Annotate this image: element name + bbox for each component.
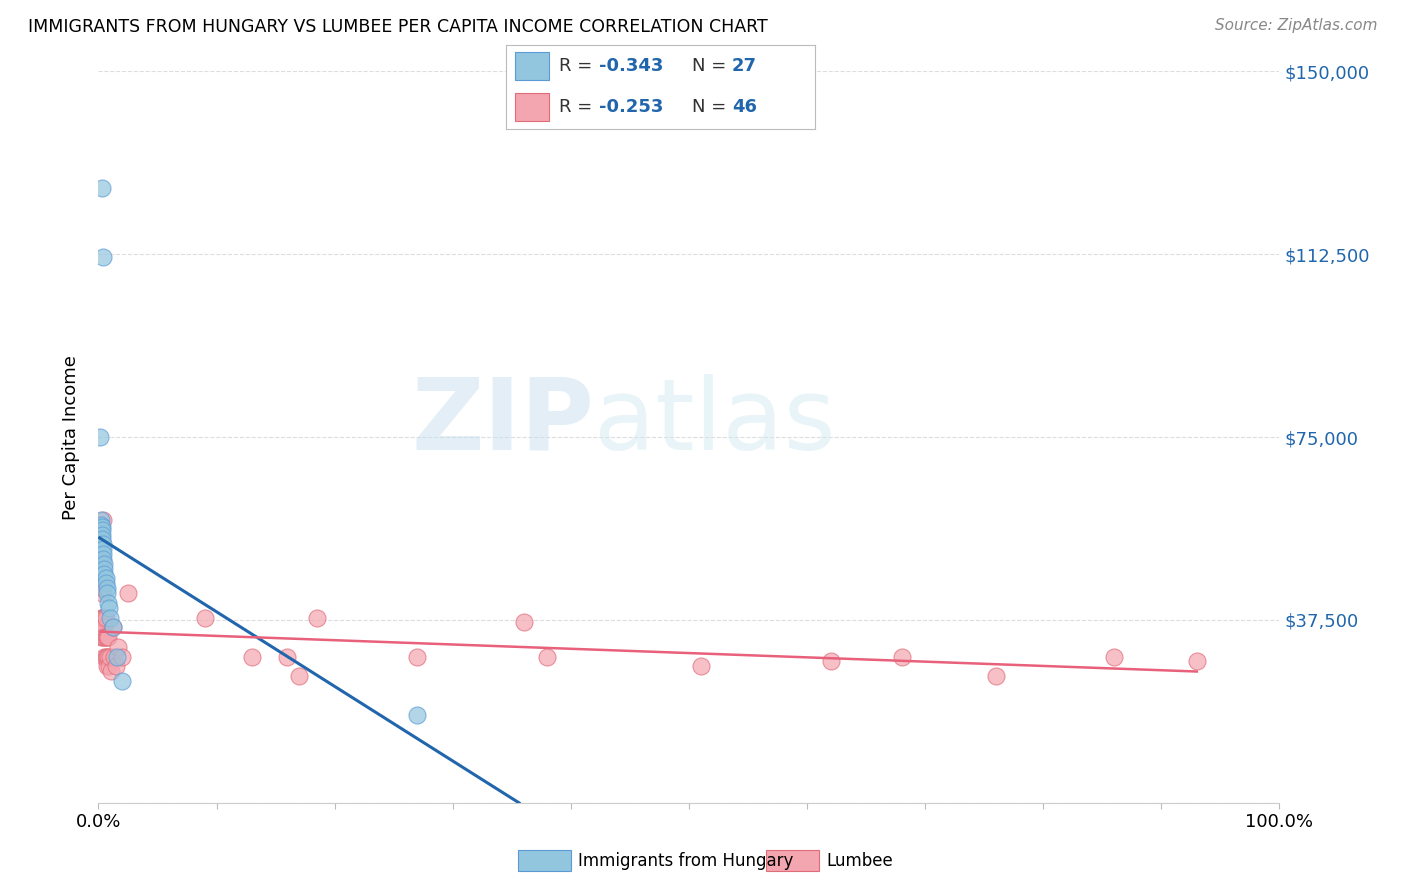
Point (91, 523, 114, 537)
Text: N =: N = (692, 98, 731, 116)
Point (91, 250, 114, 264)
Point (96, 649, 118, 664)
Point (98, 600, 121, 615)
Point (288, 669, 311, 683)
Point (90, 630, 112, 644)
Point (93, 630, 115, 644)
Text: Immigrants from Hungary: Immigrants from Hungary (578, 852, 793, 870)
Point (98, 659, 121, 673)
Point (1185, 654, 1208, 668)
Point (96, 659, 118, 673)
Point (406, 708, 429, 723)
Point (89, 430, 111, 444)
Text: 27: 27 (733, 57, 756, 75)
FancyBboxPatch shape (766, 850, 818, 871)
Point (93, 557, 115, 571)
Point (97, 630, 120, 644)
Point (91, 630, 114, 644)
Text: N =: N = (692, 57, 731, 75)
Text: R =: R = (558, 98, 598, 116)
Point (240, 649, 263, 664)
Point (93, 610, 115, 624)
Text: Source: ZipAtlas.com: Source: ZipAtlas.com (1215, 18, 1378, 33)
Point (93, 649, 115, 664)
Point (1102, 649, 1125, 664)
Point (107, 640, 129, 654)
Point (94, 649, 117, 664)
Point (96, 586, 118, 600)
Point (536, 649, 558, 664)
Point (93, 566, 115, 581)
Point (91, 610, 114, 624)
Point (96, 630, 118, 644)
Text: atlas: atlas (595, 374, 837, 471)
Point (91, 610, 114, 624)
Point (105, 649, 128, 664)
Text: IMMIGRANTS FROM HUNGARY VS LUMBEE PER CAPITA INCOME CORRELATION CHART: IMMIGRANTS FROM HUNGARY VS LUMBEE PER CA… (28, 18, 768, 36)
Text: R =: R = (558, 57, 598, 75)
Point (94, 610, 117, 624)
Point (512, 615, 534, 630)
Point (97, 596, 120, 610)
Point (93, 620, 115, 634)
Point (98, 649, 121, 664)
Point (97, 649, 120, 664)
Text: ZIP: ZIP (412, 374, 595, 471)
Point (93, 562, 115, 576)
Point (111, 649, 134, 664)
Point (111, 673, 134, 688)
Point (91, 552, 114, 566)
Point (117, 586, 139, 600)
Point (820, 654, 842, 668)
FancyBboxPatch shape (516, 93, 550, 120)
Point (90, 517, 112, 532)
Point (91, 625, 114, 640)
Point (91, 547, 114, 561)
Point (91, 542, 114, 557)
FancyBboxPatch shape (516, 53, 550, 80)
Point (91, 181, 114, 195)
Point (94, 576, 117, 591)
Point (91, 513, 114, 527)
Point (105, 659, 128, 673)
Point (90, 610, 112, 624)
Point (91, 533, 114, 547)
Point (305, 610, 328, 624)
Point (91, 520, 114, 534)
Point (100, 664, 122, 678)
Point (96, 581, 118, 595)
Point (90, 513, 112, 527)
Point (194, 610, 217, 624)
Point (984, 669, 1007, 683)
Point (91, 552, 114, 566)
Point (890, 649, 912, 664)
Point (91, 586, 114, 600)
Text: -0.343: -0.343 (599, 57, 664, 75)
Point (98, 610, 121, 624)
Point (94, 630, 117, 644)
Point (90, 620, 112, 634)
Point (689, 659, 711, 673)
FancyBboxPatch shape (517, 850, 571, 871)
Text: -0.253: -0.253 (599, 98, 664, 116)
Point (91, 581, 114, 595)
Text: Lumbee: Lumbee (825, 852, 893, 870)
Point (94, 572, 117, 586)
Point (276, 649, 298, 664)
Point (101, 620, 124, 634)
Point (91, 527, 114, 541)
Y-axis label: Per Capita Income: Per Capita Income (62, 355, 80, 519)
Point (406, 649, 429, 664)
Point (91, 537, 114, 551)
Text: 46: 46 (733, 98, 756, 116)
Point (103, 649, 125, 664)
Point (101, 620, 124, 634)
